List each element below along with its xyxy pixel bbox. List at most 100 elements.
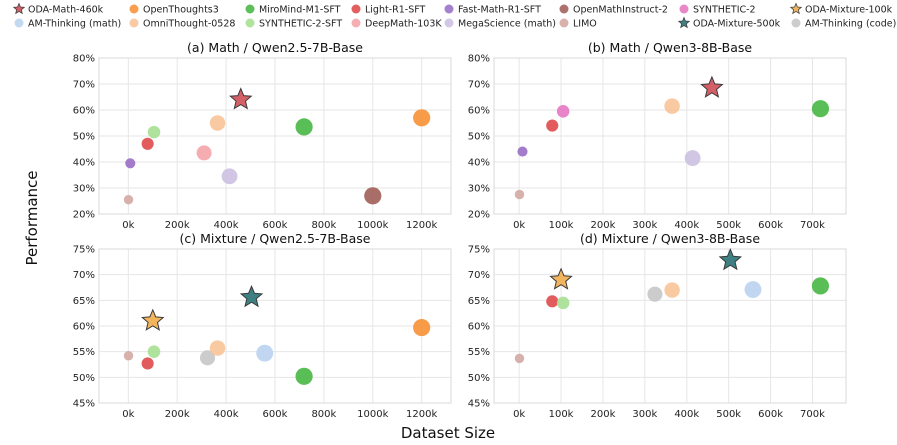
y-tick-label: 75%: [468, 245, 490, 256]
legend-item-omnithought-0528: OmniThought-0528: [129, 18, 235, 30]
point-synthetic-2-sft: [147, 125, 161, 139]
legend-marker-circle-icon: [559, 18, 569, 28]
legend-item-light-r1-sft: Light-R1-SFT: [351, 4, 426, 16]
point-openmathinstruct-2: [364, 187, 382, 205]
point-oda-mixture-100k: [549, 267, 573, 290]
legend-marker-circle-icon: [444, 18, 454, 28]
point-am-thinking-math: [744, 281, 762, 299]
x-tick-label: 0k: [122, 220, 134, 231]
point-light-r1-sft: [546, 295, 559, 308]
point-oda-mixture-100k: [141, 308, 165, 331]
y-tick-label: 40%: [468, 158, 490, 169]
point-megascience-math: [684, 150, 701, 167]
point-omnithought-0528: [209, 115, 226, 131]
legend-marker-circle-icon: [679, 4, 689, 14]
y-tick-label: 55%: [73, 347, 95, 358]
y-tick-label: 45%: [468, 399, 490, 410]
y-tick-label: 75%: [73, 245, 95, 256]
y-tick-label: 30%: [468, 184, 490, 195]
x-tick-label: 600k: [758, 409, 783, 420]
legend-label: MegaScience (math): [458, 19, 556, 30]
x-tick-label: 300k: [632, 409, 657, 420]
y-tick-label: 55%: [468, 347, 490, 358]
legend-label: SYNTHETIC-2: [693, 5, 756, 16]
y-tick-label: 70%: [73, 270, 95, 281]
plot-frame: [493, 57, 847, 215]
y-tick-label: 60%: [468, 322, 490, 333]
point-oda-math-460k: [229, 87, 253, 110]
legend-item-synthetic-2-sft: SYNTHETIC-2-SFT: [245, 18, 342, 30]
y-tick-label: 40%: [73, 158, 95, 169]
x-tick-label: 400k: [214, 220, 239, 231]
point-fast-math-r1-sft: [517, 146, 528, 157]
y-tick-label: 70%: [468, 80, 490, 91]
legend-label: AM-Thinking (code): [805, 19, 896, 30]
x-tick-label: 400k: [674, 409, 699, 420]
point-miromind-m1-sft: [811, 100, 830, 118]
point-light-r1-sft: [141, 137, 154, 150]
legend-marker-star-icon: [789, 2, 803, 15]
x-tick-label: 600k: [263, 409, 288, 420]
point-synthetic-2-sft: [147, 345, 161, 358]
panel-b-math-qwen3-8b-base: 20% 30% 40% 50% 60% 70% 80% 0k 100k 200k 300k 400k 5…: [468, 40, 847, 231]
legend-marker-circle-icon: [129, 18, 139, 28]
y-tick-label: 70%: [468, 270, 490, 281]
legend-marker-circle-icon: [245, 18, 255, 28]
panel-c-mixture-qwen2-5-7b-base: 45% 50% 55% 60% 65% 70% 75% 0k 200k 400k 600k 800k 1…: [73, 231, 452, 420]
legend-item-am-thinking-math: AM-Thinking (math): [14, 18, 121, 30]
y-tick-label: 60%: [468, 106, 490, 117]
x-tick-label: 300k: [632, 220, 657, 231]
y-tick-label: 50%: [468, 132, 490, 143]
point-oda-mixture-500k: [239, 284, 264, 308]
legend-marker-star-icon: [677, 16, 691, 29]
x-tick-label: 600k: [758, 220, 783, 231]
point-light-r1-sft: [141, 357, 154, 370]
legend-item-am-thinking-code: AM-Thinking (code): [791, 18, 896, 30]
panel-d-mixture-qwen3-8b-base: 45% 50% 55% 60% 65% 70% 75% 0k 100k 200k 300k 400k 5…: [468, 231, 847, 420]
panel-title: (c) Mixture / Qwen2.5-7B-Base: [180, 231, 371, 246]
legend-marker-star-icon: [12, 2, 26, 15]
point-synthetic-2-sft: [556, 296, 570, 310]
point-synthetic-2: [556, 105, 570, 118]
legend-marker-circle-icon: [351, 4, 361, 14]
x-tick-label: 200k: [591, 220, 616, 231]
plot-frame: [493, 248, 847, 404]
legend: ODA-Math-460k OpenThoughts3 MiroMind-M1-SF…: [12, 2, 896, 30]
legend-marker-circle-icon: [791, 18, 801, 28]
x-tick-label: 400k: [214, 409, 239, 420]
legend-marker-circle-icon: [129, 4, 139, 14]
legend-item-openthoughts3: OpenThoughts3: [129, 4, 219, 16]
legend-item-openmathinstruct-2: OpenMathInstruct-2: [559, 4, 668, 16]
point-deepmath-103k: [196, 145, 212, 161]
y-tick-label: 20%: [73, 210, 95, 221]
y-tick-label: 50%: [73, 373, 95, 384]
x-tick-label: 800k: [311, 220, 336, 231]
y-tick-label: 60%: [73, 322, 95, 333]
legend-item-limo: LIMO: [559, 18, 597, 30]
y-tick-label: 50%: [73, 132, 95, 143]
legend-label: SYNTHETIC-2-SFT: [259, 19, 342, 30]
legend-label: DeepMath-103K: [365, 19, 442, 30]
x-tick-label: 0k: [122, 409, 134, 420]
legend-marker-circle-icon: [559, 4, 569, 14]
point-am-thinking-math: [256, 344, 274, 362]
point-oda-mixture-500k: [718, 247, 743, 271]
point-openthoughts3: [413, 109, 431, 127]
y-tick-label: 60%: [73, 106, 95, 117]
x-tick-label: 500k: [716, 409, 741, 420]
point-fast-math-r1-sft: [125, 158, 136, 169]
legend-item-oda-mixture-100k: ODA-Mixture-100k: [789, 2, 893, 16]
point-light-r1-sft: [546, 119, 559, 132]
x-tick-label: 600k: [263, 220, 288, 231]
point-am-thinking-code: [647, 286, 663, 302]
y-tick-label: 80%: [73, 54, 95, 65]
legend-item-oda-mixture-500k: ODA-Mixture-500k: [677, 16, 781, 30]
y-tick-label: 70%: [73, 80, 95, 91]
legend-item-synthetic-2: SYNTHETIC-2: [679, 4, 756, 16]
legend-marker-circle-icon: [351, 18, 361, 28]
point-omnithought-0528: [209, 340, 226, 356]
panel-title: (b) Math / Qwen3-8B-Base: [588, 40, 753, 55]
legend-marker-circle-icon: [245, 4, 255, 14]
legend-label: MiroMind-M1-SFT: [259, 5, 341, 16]
legend-item-megascience-math: MegaScience (math): [444, 18, 556, 30]
